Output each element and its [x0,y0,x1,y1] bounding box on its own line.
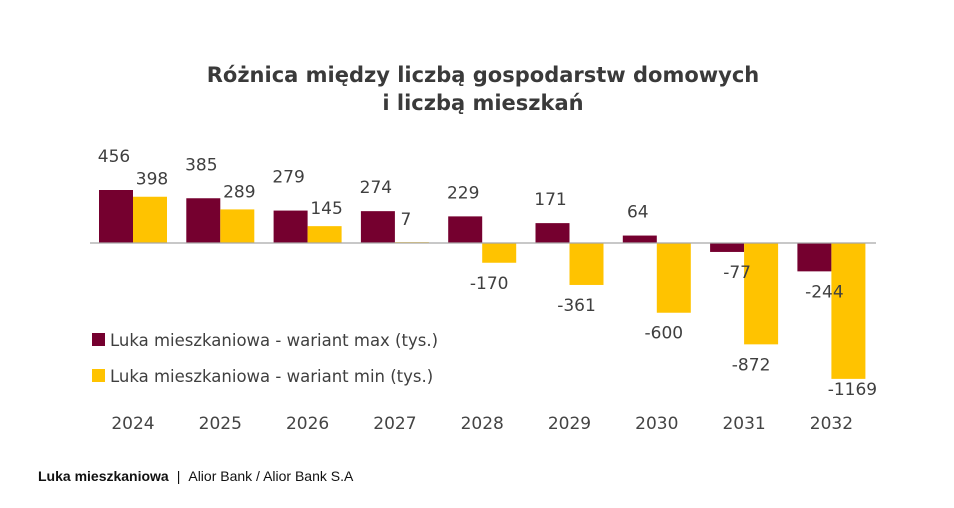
data-label-max-2028: 229 [447,183,479,203]
caption-source: Alior Bank / Alior Bank S.A [188,468,354,484]
data-label-max-2025: 385 [185,155,217,175]
bar-min-2030 [656,243,691,313]
data-label-min-2026: 145 [310,199,342,219]
x-tick-2028: 2028 [461,414,504,434]
x-tick-2032: 2032 [810,414,853,434]
legend-swatch-min [92,369,105,382]
bar-min-2031 [744,243,779,345]
bar-min-2028 [482,243,517,263]
x-tick-2024: 2024 [111,414,154,434]
data-label-min-2027: 7 [400,210,411,230]
bar-max-2027 [360,211,395,243]
bar-max-2025 [186,198,221,243]
chart: Różnica między liczbą gospodarstw domowy… [90,63,877,434]
x-tick-2029: 2029 [548,414,591,434]
bar-max-2031 [710,243,745,252]
data-label-min-2025: 289 [223,182,255,202]
bar-max-2026 [273,210,308,243]
caption-separator: | [176,468,181,484]
bar-max-2030 [622,235,657,243]
bar-max-2028 [448,216,483,243]
x-tick-2025: 2025 [199,414,242,434]
bar-min-2025 [220,209,255,243]
data-label-min-2032: -1169 [828,380,877,400]
data-label-min-2030: -600 [645,324,684,344]
caption-title: Luka mieszkaniowa [38,468,169,484]
bars-group [99,190,866,379]
data-label-max-2029: 171 [534,190,566,210]
bar-max-2029 [535,223,570,243]
data-label-max-2027: 274 [360,178,392,198]
legend-label-min: Luka mieszkaniowa - wariant min (tys.) [110,367,433,386]
bar-max-2032 [797,243,832,272]
caption: Luka mieszkaniowa | Alior Bank / Alior Ban… [38,468,353,484]
data-label-max-2032: -244 [805,282,844,302]
bar-min-2026 [307,226,342,243]
data-label-max-2024: 456 [98,147,130,167]
x-tick-2027: 2027 [373,414,416,434]
x-tick-2031: 2031 [722,414,765,434]
bar-min-2032 [831,243,866,379]
legend-label-max: Luka mieszkaniowa - wariant max (tys.) [110,331,438,350]
bar-min-2024 [133,196,167,243]
bar-max-2024 [99,190,133,243]
data-label-min-2028: -170 [470,274,509,294]
bar-min-2029 [569,243,604,285]
x-tick-2026: 2026 [286,414,329,434]
chart-title: Różnica między liczbą gospodarstw domowy… [207,63,760,87]
chart-title-line2: i liczbą mieszkań [382,91,583,115]
data-label-min-2029: -361 [557,296,596,316]
legend-swatch-max [92,333,105,346]
data-label-min-2031: -872 [732,355,771,375]
data-label-max-2031: -77 [723,263,751,283]
data-label-min-2024: 398 [136,170,168,190]
data-label-max-2030: 64 [627,203,649,223]
x-tick-2030: 2030 [635,414,678,434]
x-axis-ticks: 2024 2025 2026 2027 2028 2029 2030 2031 2032 [111,414,853,434]
data-labels-group: 456 398 385 289 279 145 274 7 229 -170 171 -361 64 -6… [98,147,877,400]
data-label-max-2026: 279 [272,168,304,188]
legend: Luka mieszkaniowa - wariant max (tys.) L… [92,331,438,386]
chart-svg: Różnica między liczbą gospodarstw domowy… [90,63,877,434]
